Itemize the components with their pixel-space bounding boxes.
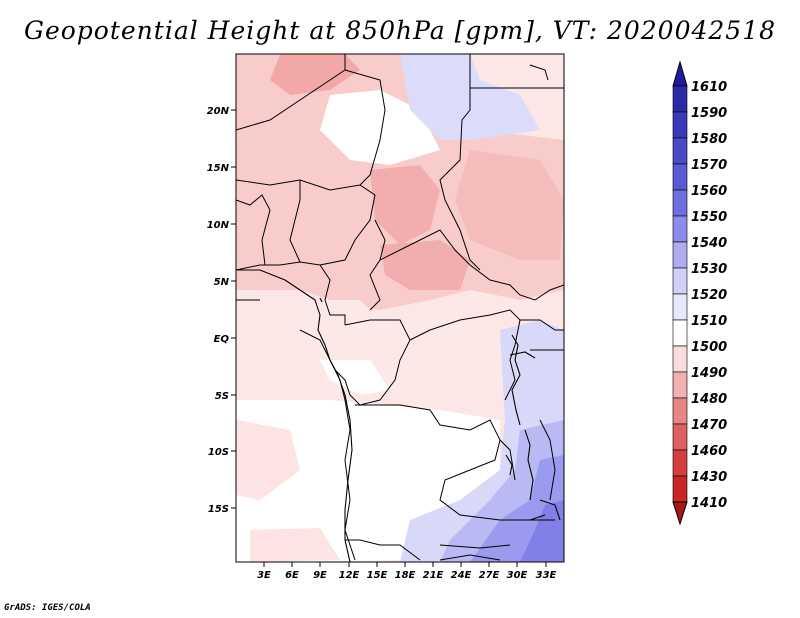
colorbar-segment	[672, 111, 688, 139]
colorbar-segment	[672, 319, 688, 347]
height-field	[236, 54, 564, 562]
lon-label-18e: 18E	[395, 570, 416, 581]
lat-label-15s: 15S	[208, 504, 229, 515]
colorbar-label: 1410	[691, 496, 727, 511]
colorbar-arrow-top	[672, 60, 688, 87]
map-frame	[235, 53, 565, 563]
colorbar-segment	[672, 267, 688, 295]
colorbar-label: 1550	[691, 210, 727, 225]
colorbar-label: 1470	[691, 418, 727, 433]
colorbar-segment	[672, 163, 688, 191]
lat-label-15n: 15N	[207, 163, 230, 174]
field-white-south	[236, 400, 500, 562]
lat-axis: 20N 15N 10N 5N EQ 5S 10S 15S	[207, 106, 236, 515]
colorbar-label: 1560	[691, 184, 727, 199]
colorbar: 1610 1590 1580 1570 1560 1550 1540 1530 1520 1510…	[672, 60, 727, 526]
lon-label-30e: 30E	[507, 570, 528, 581]
lat-label-5s: 5S	[215, 391, 229, 402]
field-1490-sudan	[455, 150, 564, 260]
colorbar-label: 1520	[691, 288, 727, 303]
colorbar-label: 1570	[691, 158, 727, 173]
colorbar-label: 1590	[691, 106, 727, 121]
colorbar-label: 1500	[691, 340, 727, 355]
colorbar-segment	[672, 345, 688, 373]
lon-label-15e: 15E	[367, 570, 388, 581]
lat-label-5n: 5N	[214, 277, 230, 288]
field-1500-south	[250, 528, 340, 562]
lon-label-27e: 27E	[479, 570, 500, 581]
lat-label-10s: 10S	[208, 447, 229, 458]
colorbar-label: 1610	[691, 80, 727, 95]
lon-label-24e: 24E	[451, 570, 472, 581]
lon-label-9e: 9E	[313, 570, 327, 581]
colorbar-segment	[672, 449, 688, 477]
lon-label-12e: 12E	[339, 570, 360, 581]
field-1480-northwest	[270, 54, 360, 95]
lon-label-3e: 3E	[257, 570, 271, 581]
lon-axis: 3E 6E 9E 12E 15E 18E 21E 24E 27E 30E 33E	[257, 562, 557, 581]
lon-label-21e: 21E	[423, 570, 444, 581]
colorbar-segment	[672, 215, 688, 243]
field-white-coast	[320, 360, 390, 395]
field-1490-east	[380, 240, 470, 290]
colorbar-label: 1490	[691, 366, 727, 381]
lon-label-6e: 6E	[285, 570, 299, 581]
field-1550	[520, 500, 564, 562]
colorbar-label: 1480	[691, 392, 727, 407]
field-1490-center	[370, 165, 440, 245]
colorbar-label: 1540	[691, 236, 727, 251]
lat-label-20n: 20N	[207, 106, 230, 117]
colorbar-label: 1530	[691, 262, 727, 277]
lon-label-33e: 33E	[536, 570, 557, 581]
coastlines	[236, 269, 561, 562]
lat-label-10n: 10N	[207, 220, 230, 231]
colorbar-segment	[672, 397, 688, 425]
colorbar-segment	[672, 293, 688, 321]
colorbar-segment	[672, 137, 688, 165]
grads-credit: GrADS: IGES/COLA	[4, 603, 91, 613]
colorbar-segment	[672, 241, 688, 269]
lat-label-eq: EQ	[214, 334, 230, 345]
colorbar-label: 1580	[691, 132, 727, 147]
colorbar-segment	[672, 371, 688, 399]
field-1500-congo	[300, 300, 520, 420]
colorbar-segment	[672, 423, 688, 451]
colorbar-segment	[672, 189, 688, 217]
colorbar-arrow-bottom	[672, 501, 688, 526]
chart-title: Geopotential Height at 850hPa [gpm], VT:…	[23, 16, 777, 45]
colorbar-label: 1510	[691, 314, 727, 329]
colorbar-label: 1430	[691, 470, 727, 485]
field-1500-southwest	[236, 420, 300, 500]
colorbar-label: 1460	[691, 444, 727, 459]
country-borders	[236, 54, 564, 561]
colorbar-segment	[672, 475, 688, 503]
colorbar-segment	[672, 85, 688, 113]
